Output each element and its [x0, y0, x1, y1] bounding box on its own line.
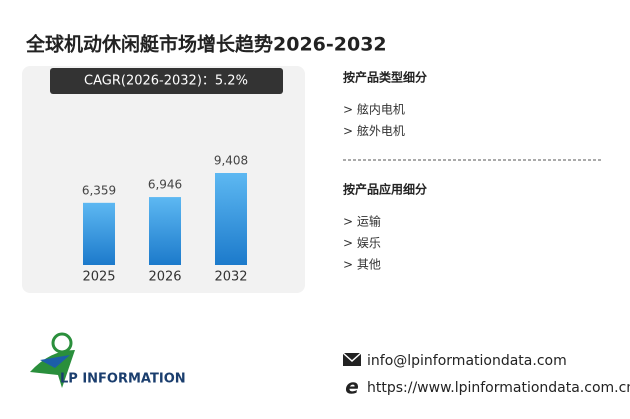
- email: info@lpinformationdata.com: [367, 353, 567, 369]
- badge-text: CAGR(2026-2032)：5.2%: [84, 74, 248, 89]
- bar-chart: 6,359 2025 6,946 2026 9,408 2032: [82, 154, 248, 285]
- x-tick-label: 2032: [214, 270, 247, 285]
- section-title: 按产品类型细分: [343, 70, 427, 85]
- bar: [83, 202, 115, 265]
- section-item: > 运输: [343, 214, 381, 229]
- title: 全球机动休闲艇市场增长趋势2026-2032: [25, 33, 387, 56]
- value-label: 6,946: [148, 178, 182, 192]
- logo-text: LP INFORMATION: [60, 372, 186, 387]
- value-label: 6,359: [82, 183, 116, 197]
- section-item: > 舷外电机: [343, 123, 405, 138]
- badge: [50, 68, 283, 94]
- section-item: > 舷内电机: [343, 102, 405, 117]
- x-tick-label: 2025: [82, 270, 115, 285]
- value-label: 9,408: [214, 154, 248, 168]
- bar: [215, 173, 247, 265]
- section-title: 按产品应用细分: [343, 182, 427, 197]
- bar: [149, 197, 181, 265]
- web-icon: e: [345, 375, 359, 399]
- logo: LP INFORMATION: [30, 332, 186, 388]
- website: https://www.lpinformationdata.com.cn: [367, 380, 630, 396]
- x-tick-label: 2026: [148, 270, 181, 285]
- section-item: > 娱乐: [343, 236, 381, 250]
- email-icon: [342, 352, 362, 366]
- section-item: > 其他: [343, 258, 381, 272]
- logo-accent: [40, 355, 70, 368]
